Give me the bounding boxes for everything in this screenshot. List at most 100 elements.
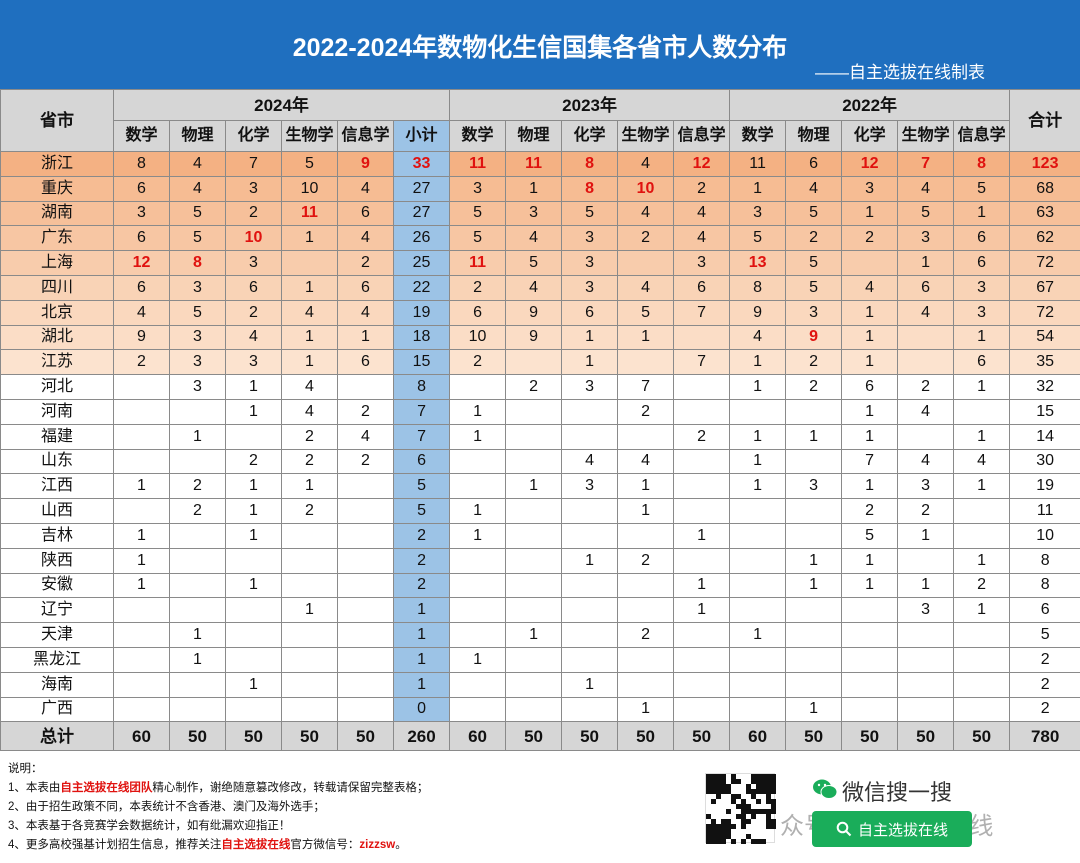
- wechat-search-button[interactable]: 自主选拔在线: [812, 811, 972, 847]
- table-row: 河北 3 1 4 8 2 3 7 1 2 6 2 1 32: [0, 374, 1080, 400]
- count-cell: 9: [337, 151, 394, 177]
- count-cell: 12: [113, 250, 170, 276]
- count-cell: 1: [449, 646, 507, 673]
- qr-module: [716, 829, 721, 834]
- table-row: 海南 1 1 1 2: [0, 671, 1080, 698]
- qr-module: [721, 789, 726, 794]
- table-row: 湖北 9 3 4 1 1 18 10 9 1 1 4 9 1 1 54: [0, 324, 1080, 351]
- count-cell: 3: [169, 374, 226, 400]
- count-cell: 4: [841, 274, 899, 301]
- subtotal-cell: 1: [392, 671, 451, 698]
- count-cell: 3: [225, 175, 282, 202]
- qr-module: [741, 824, 746, 829]
- qr-module: [746, 819, 751, 824]
- grand-total-cell: 68: [1009, 175, 1080, 202]
- count-cell: 2: [785, 225, 843, 252]
- count-cell: [337, 572, 394, 599]
- qr-module: [736, 779, 741, 784]
- count-cell: [225, 696, 282, 723]
- count-cell: [561, 522, 619, 549]
- table-row: 天津 1 1 1 2 1 5: [0, 622, 1080, 648]
- count-cell: 8: [113, 151, 170, 177]
- count-cell: 1: [169, 423, 226, 450]
- count-cell: 4: [897, 175, 955, 202]
- count-cell: [617, 671, 675, 698]
- subtotal-cell: 1: [392, 622, 451, 648]
- count-cell: 6: [953, 225, 1011, 252]
- count-cell: 2: [225, 200, 282, 227]
- count-cell: 2: [281, 448, 338, 475]
- count-cell: 2: [897, 374, 955, 400]
- wechat-id: zizzsw: [359, 839, 396, 851]
- count-cell: 4: [785, 175, 843, 202]
- subject-header: 信息学: [337, 120, 394, 152]
- count-cell: 2: [617, 225, 675, 252]
- count-cell: 12: [841, 151, 899, 177]
- qr-module: [731, 824, 736, 829]
- count-cell: [953, 522, 1011, 549]
- count-cell: 1: [841, 547, 899, 574]
- count-cell: 5: [953, 175, 1011, 202]
- search-icon: [836, 821, 852, 837]
- count-cell: [449, 696, 507, 723]
- count-cell: 1: [281, 274, 338, 301]
- count-cell: [561, 597, 619, 624]
- qr-module: [746, 784, 751, 789]
- count-cell: 2: [169, 498, 226, 524]
- count-cell: [897, 622, 955, 648]
- count-cell: 1: [729, 374, 787, 400]
- count-cell: [113, 498, 170, 524]
- qr-module: [756, 839, 761, 844]
- subtotal-cell: 22: [392, 274, 451, 301]
- count-cell: [953, 498, 1011, 524]
- count-cell: 2: [225, 299, 282, 326]
- count-cell: [785, 498, 843, 524]
- count-cell: [281, 522, 338, 549]
- subject-header: 生物学: [617, 120, 675, 152]
- count-cell: 4: [281, 398, 338, 425]
- count-cell: 6: [841, 374, 899, 400]
- count-cell: [281, 572, 338, 599]
- count-cell: 1: [449, 522, 507, 549]
- qr-module: [766, 794, 771, 799]
- count-cell: 1: [729, 423, 787, 450]
- count-cell: [561, 696, 619, 723]
- count-cell: [169, 572, 226, 599]
- count-cell: [113, 597, 170, 624]
- qr-module: [731, 839, 736, 844]
- count-cell: 8: [169, 250, 226, 276]
- qr-module: [711, 829, 716, 834]
- table-row: 湖南 3 5 2 11 6 27 5 3 5 4 4 3 5 1 5 1 63: [0, 200, 1080, 227]
- count-cell: 3: [953, 274, 1011, 301]
- qr-code[interactable]: [705, 773, 776, 844]
- count-cell: 1: [225, 671, 282, 698]
- subject-header: 化学: [841, 120, 899, 152]
- qr-module: [726, 789, 731, 794]
- count-cell: 2: [953, 572, 1011, 599]
- count-cell: 1: [673, 522, 731, 549]
- count-cell: [113, 646, 170, 673]
- province-cell: 江苏: [0, 349, 114, 376]
- count-cell: 2: [449, 274, 507, 301]
- grand-total-cell: 8: [1009, 547, 1080, 574]
- subtotal-cell: 0: [392, 696, 451, 723]
- count-cell: [617, 522, 675, 549]
- count-cell: [673, 324, 731, 351]
- qr-module: [771, 819, 776, 824]
- count-cell: 1: [617, 498, 675, 524]
- qr-module: [731, 794, 736, 799]
- count-cell: 5: [785, 250, 843, 276]
- count-cell: 1: [953, 423, 1011, 450]
- count-cell: 8: [561, 151, 619, 177]
- grand-total-cell: 19: [1009, 473, 1080, 500]
- count-cell: 2: [337, 250, 394, 276]
- count-cell: [617, 572, 675, 599]
- count-cell: 4: [337, 423, 394, 450]
- year-header-2022: 2022年: [729, 89, 1011, 121]
- grand-total-cell: 11: [1009, 498, 1080, 524]
- qr-module: [726, 784, 731, 789]
- count-cell: 4: [897, 448, 955, 475]
- total-cell: 50: [225, 721, 282, 752]
- subtotal-cell: 7: [392, 423, 451, 450]
- count-cell: 1: [617, 696, 675, 723]
